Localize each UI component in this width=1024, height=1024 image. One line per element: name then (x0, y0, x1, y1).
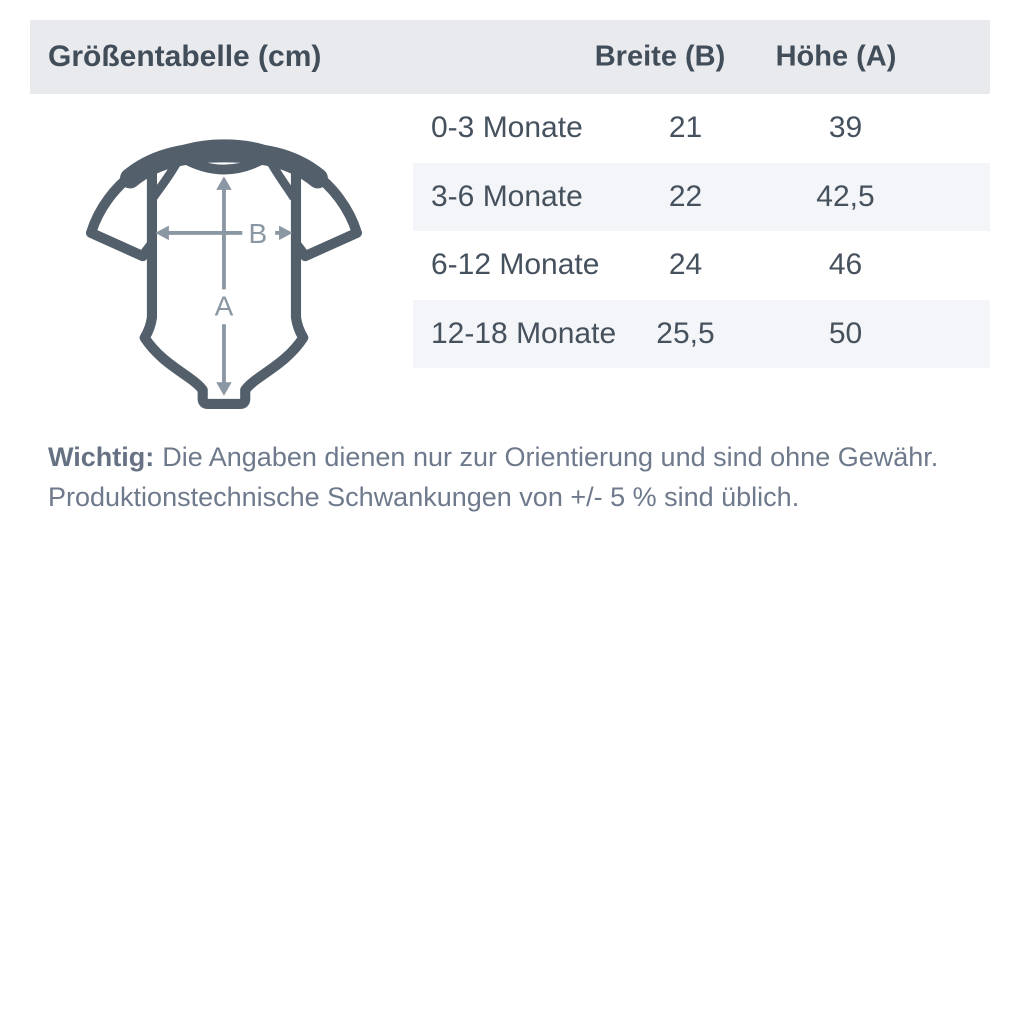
note-line-2: Produktionstechnische Schwankungen von +… (48, 482, 800, 512)
table-row: 12-18 Monate 25,5 50 (413, 299, 990, 368)
height-label: A (215, 291, 234, 322)
size-label: 3-6 Monate (431, 179, 583, 213)
breite-value: 24 (668, 248, 703, 282)
note-important-label: Wichtig: (48, 442, 155, 472)
height-arrow-icon (216, 176, 232, 396)
width-label: B (248, 218, 267, 249)
size-label: 6-12 Monate (431, 248, 600, 282)
hoehe-value: 39 (828, 111, 863, 145)
column-header-hoehe: Höhe (A) (775, 40, 897, 73)
neckline-icon (174, 151, 274, 175)
breite-value: 22 (668, 179, 703, 213)
table-row: 0-3 Monate 21 39 (413, 94, 990, 163)
table-row: 3-6 Monate 22 42,5 (413, 162, 990, 231)
hoehe-value: 50 (828, 316, 863, 350)
disclaimer-note: Wichtig: Die Angaben dienen nur zur Orien… (48, 437, 978, 517)
size-label: 12-18 Monate (431, 316, 617, 350)
table-header-bar: Größentabelle (cm) Breite (B) Höhe (A) (30, 20, 990, 94)
size-label: 0-3 Monate (431, 111, 583, 145)
breite-value: 25,5 (656, 316, 715, 350)
neck-band-icon (120, 142, 328, 189)
size-table: 0-3 Monate 21 39 3-6 Monate 22 42,5 6-12… (413, 94, 990, 368)
page-title: Größentabelle (cm) (48, 40, 322, 73)
breite-value: 21 (668, 111, 703, 145)
baby-bodysuit-diagram: A B (85, 139, 362, 410)
hoehe-value: 42,5 (816, 179, 875, 213)
note-text-1: Die Angaben dienen nur zur Orientierung … (162, 442, 939, 472)
hoehe-value: 46 (828, 248, 863, 282)
note-line-1: Wichtig: Die Angaben dienen nur zur Orien… (48, 437, 978, 477)
column-header-breite: Breite (B) (594, 40, 726, 73)
table-row: 6-12 Monate 24 46 (413, 231, 990, 300)
width-arrow-icon (155, 225, 293, 241)
